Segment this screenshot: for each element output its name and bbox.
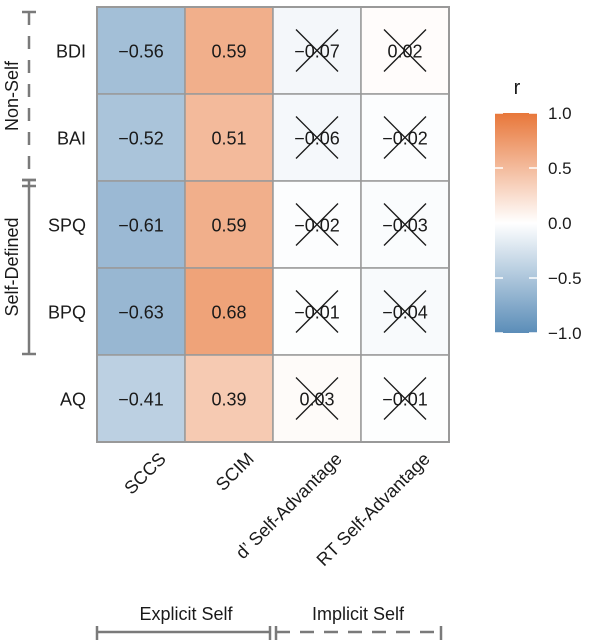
cell-value-label: −0.56 [118,42,164,62]
cell-value-label: −0.63 [118,303,164,323]
row-group-label: Non-Self [2,60,22,131]
heatmap-cells: −0.56 0.59 −0.07 0.02 −0.52 0.51 −0.06 −0.02 −0.… [96,6,450,443]
row-tick-label: BDI [56,42,86,62]
cell-value-label: 0.03 [299,390,334,410]
row-tick-label: BPQ [48,303,86,323]
legend-tick-label: 0.5 [548,159,572,178]
row-tick-label: BAI [57,129,86,149]
heatmap-cell [184,93,274,182]
row-tick-label: AQ [60,390,86,410]
column-group-label: Implicit Self [312,604,405,624]
color-legend: r 1.0 0.5 0.0 −0.5 −1.0 [495,77,582,343]
group-annotations: Non-Self Self-Defined Explicit Self Implici… [2,10,443,640]
cell-value-label: −0.52 [118,129,164,149]
cell-value-label: −0.04 [382,303,428,323]
non-significant-cross [295,203,339,246]
legend-tick-label: 1.0 [548,104,572,123]
legend-tick-label: −0.5 [548,269,582,288]
cell-value-label: 0.68 [211,303,246,323]
row-group-label: Self-Defined [2,217,22,316]
row-labels: BDI BAI SPQ BPQ AQ [48,42,86,410]
cell-value-label: −0.02 [294,216,340,236]
legend-tick-label: 0.0 [548,214,572,233]
legend-tick-label: −1.0 [548,324,582,343]
cell-value-label: 0.59 [211,42,246,62]
heatmap-cell [96,354,186,443]
column-tick-label: SCCS [120,449,170,499]
heatmap-cell [184,354,274,443]
column-group-label: Explicit Self [139,604,233,624]
cell-value-label: −0.07 [294,42,340,62]
cell-value-label: 0.02 [387,42,422,62]
non-significant-cross [383,203,427,246]
row-tick-label: SPQ [48,216,86,236]
heatmap-cell [184,6,274,95]
legend-title: r [514,77,521,99]
cell-value-label: −0.01 [382,390,428,410]
column-tick-label: SCIM [212,449,258,495]
cell-value-label: 0.39 [211,390,246,410]
non-significant-cross [383,290,427,333]
cell-value-label: −0.02 [382,129,428,149]
non-significant-cross [295,29,339,72]
row-group-label-bg [3,54,23,138]
non-significant-cross [295,116,339,159]
cell-value-label: −0.03 [382,216,428,236]
cell-value-label: −0.61 [118,216,164,236]
non-significant-cross [383,377,427,420]
non-significant-cross [383,116,427,159]
cell-value-label: 0.51 [211,129,246,149]
non-significant-cross [295,377,339,420]
cell-value-label: −0.41 [118,390,164,410]
cell-value-label: −0.01 [294,303,340,323]
heatmap-border [96,6,450,443]
non-significant-cross [383,29,427,72]
cell-value-label: −0.06 [294,129,340,149]
heatmap-cell [96,6,186,95]
non-significant-cross [295,290,339,333]
cell-value-label: 0.59 [211,216,246,236]
row-group-label-bg [3,204,23,330]
